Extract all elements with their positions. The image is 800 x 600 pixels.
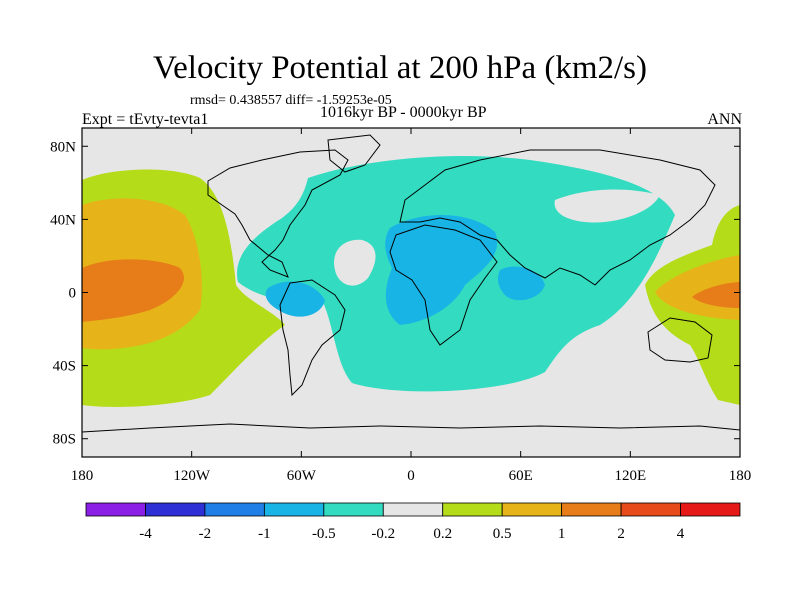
- y-tick-label: 40N: [50, 212, 76, 228]
- coast-north-america: [207, 149, 349, 278]
- x-axis: 180 120W 60W 0 60E 120E 180: [71, 128, 752, 484]
- coast-africa: [389, 224, 498, 346]
- colorbar-label: 2: [617, 526, 625, 542]
- coastlines: [82, 134, 740, 433]
- colorbar-label: 4: [677, 526, 685, 542]
- colorbar-label: -0.2: [371, 526, 395, 542]
- colorbar-label: -4: [139, 526, 152, 542]
- colorbar-swatch: [85, 502, 146, 517]
- contour-positive-1-pacific: [82, 259, 184, 322]
- colorbar-swatch: [442, 502, 503, 517]
- coast-australia: [647, 317, 713, 363]
- y-tick-label: 80S: [53, 432, 76, 448]
- contour-negative-0.5-africa: [385, 214, 498, 325]
- contour-negative-0.5-indian: [497, 266, 545, 301]
- colorbar-swatch: [382, 502, 444, 517]
- contour-hole-atlantic: [334, 239, 376, 286]
- colorbar-swatch: [204, 502, 265, 517]
- season-label: ANN: [707, 111, 742, 128]
- colorbar-label: 0.5: [493, 526, 512, 542]
- colorbar-swatch: [145, 502, 206, 517]
- x-tick-label: 0: [407, 468, 415, 484]
- plot-title: Velocity Potential at 200 hPa (km2/s): [152, 50, 648, 86]
- colorbar-swatch: [323, 502, 384, 517]
- colorbar-label: -0.5: [312, 526, 336, 542]
- period-line: 1016kyr BP - 0000kyr BP: [320, 104, 487, 121]
- experiment-label: Expt = tEvty-tevta1: [82, 111, 209, 128]
- map-panel: [82, 128, 740, 457]
- contour-hole-eurasia: [554, 189, 660, 223]
- coast-eurasia: [399, 149, 716, 286]
- colorbar-swatch: [561, 502, 622, 517]
- x-tick-label: 60W: [287, 468, 317, 484]
- contour-positive-1-westpac: [692, 282, 740, 308]
- y-tick-label: 0: [69, 286, 77, 302]
- colorbar-swatch: [501, 502, 563, 517]
- x-tick-label: 120W: [173, 468, 211, 484]
- colorbar-label: 1: [558, 526, 566, 542]
- colorbar-label: -1: [258, 526, 271, 542]
- colorbar: -4 -2 -1 -0.5 -0.2 0.2 0.5 1 2 4: [85, 502, 741, 542]
- colorbar-label: -2: [199, 526, 212, 542]
- colorbar-swatch: [263, 502, 325, 517]
- colorbar-swatch: [620, 502, 681, 517]
- coast-greenland: [327, 134, 381, 173]
- x-tick-label: 180: [729, 468, 752, 484]
- colorbar-swatch: [680, 502, 741, 517]
- coast-antarctica: [82, 423, 740, 433]
- x-tick-label: 120E: [614, 468, 646, 484]
- y-axis: 80N 40N 0 40S 80S: [50, 139, 740, 448]
- y-tick-label: 40S: [53, 359, 76, 375]
- colorbar-label: 0.2: [433, 526, 452, 542]
- stats-line: rmsd= 0.438557 diff= -1.59253e-05: [190, 93, 392, 108]
- x-tick-label: 180: [71, 468, 94, 484]
- y-tick-label: 80N: [50, 139, 76, 155]
- x-tick-label: 60E: [509, 468, 533, 484]
- coast-south-america: [279, 279, 346, 397]
